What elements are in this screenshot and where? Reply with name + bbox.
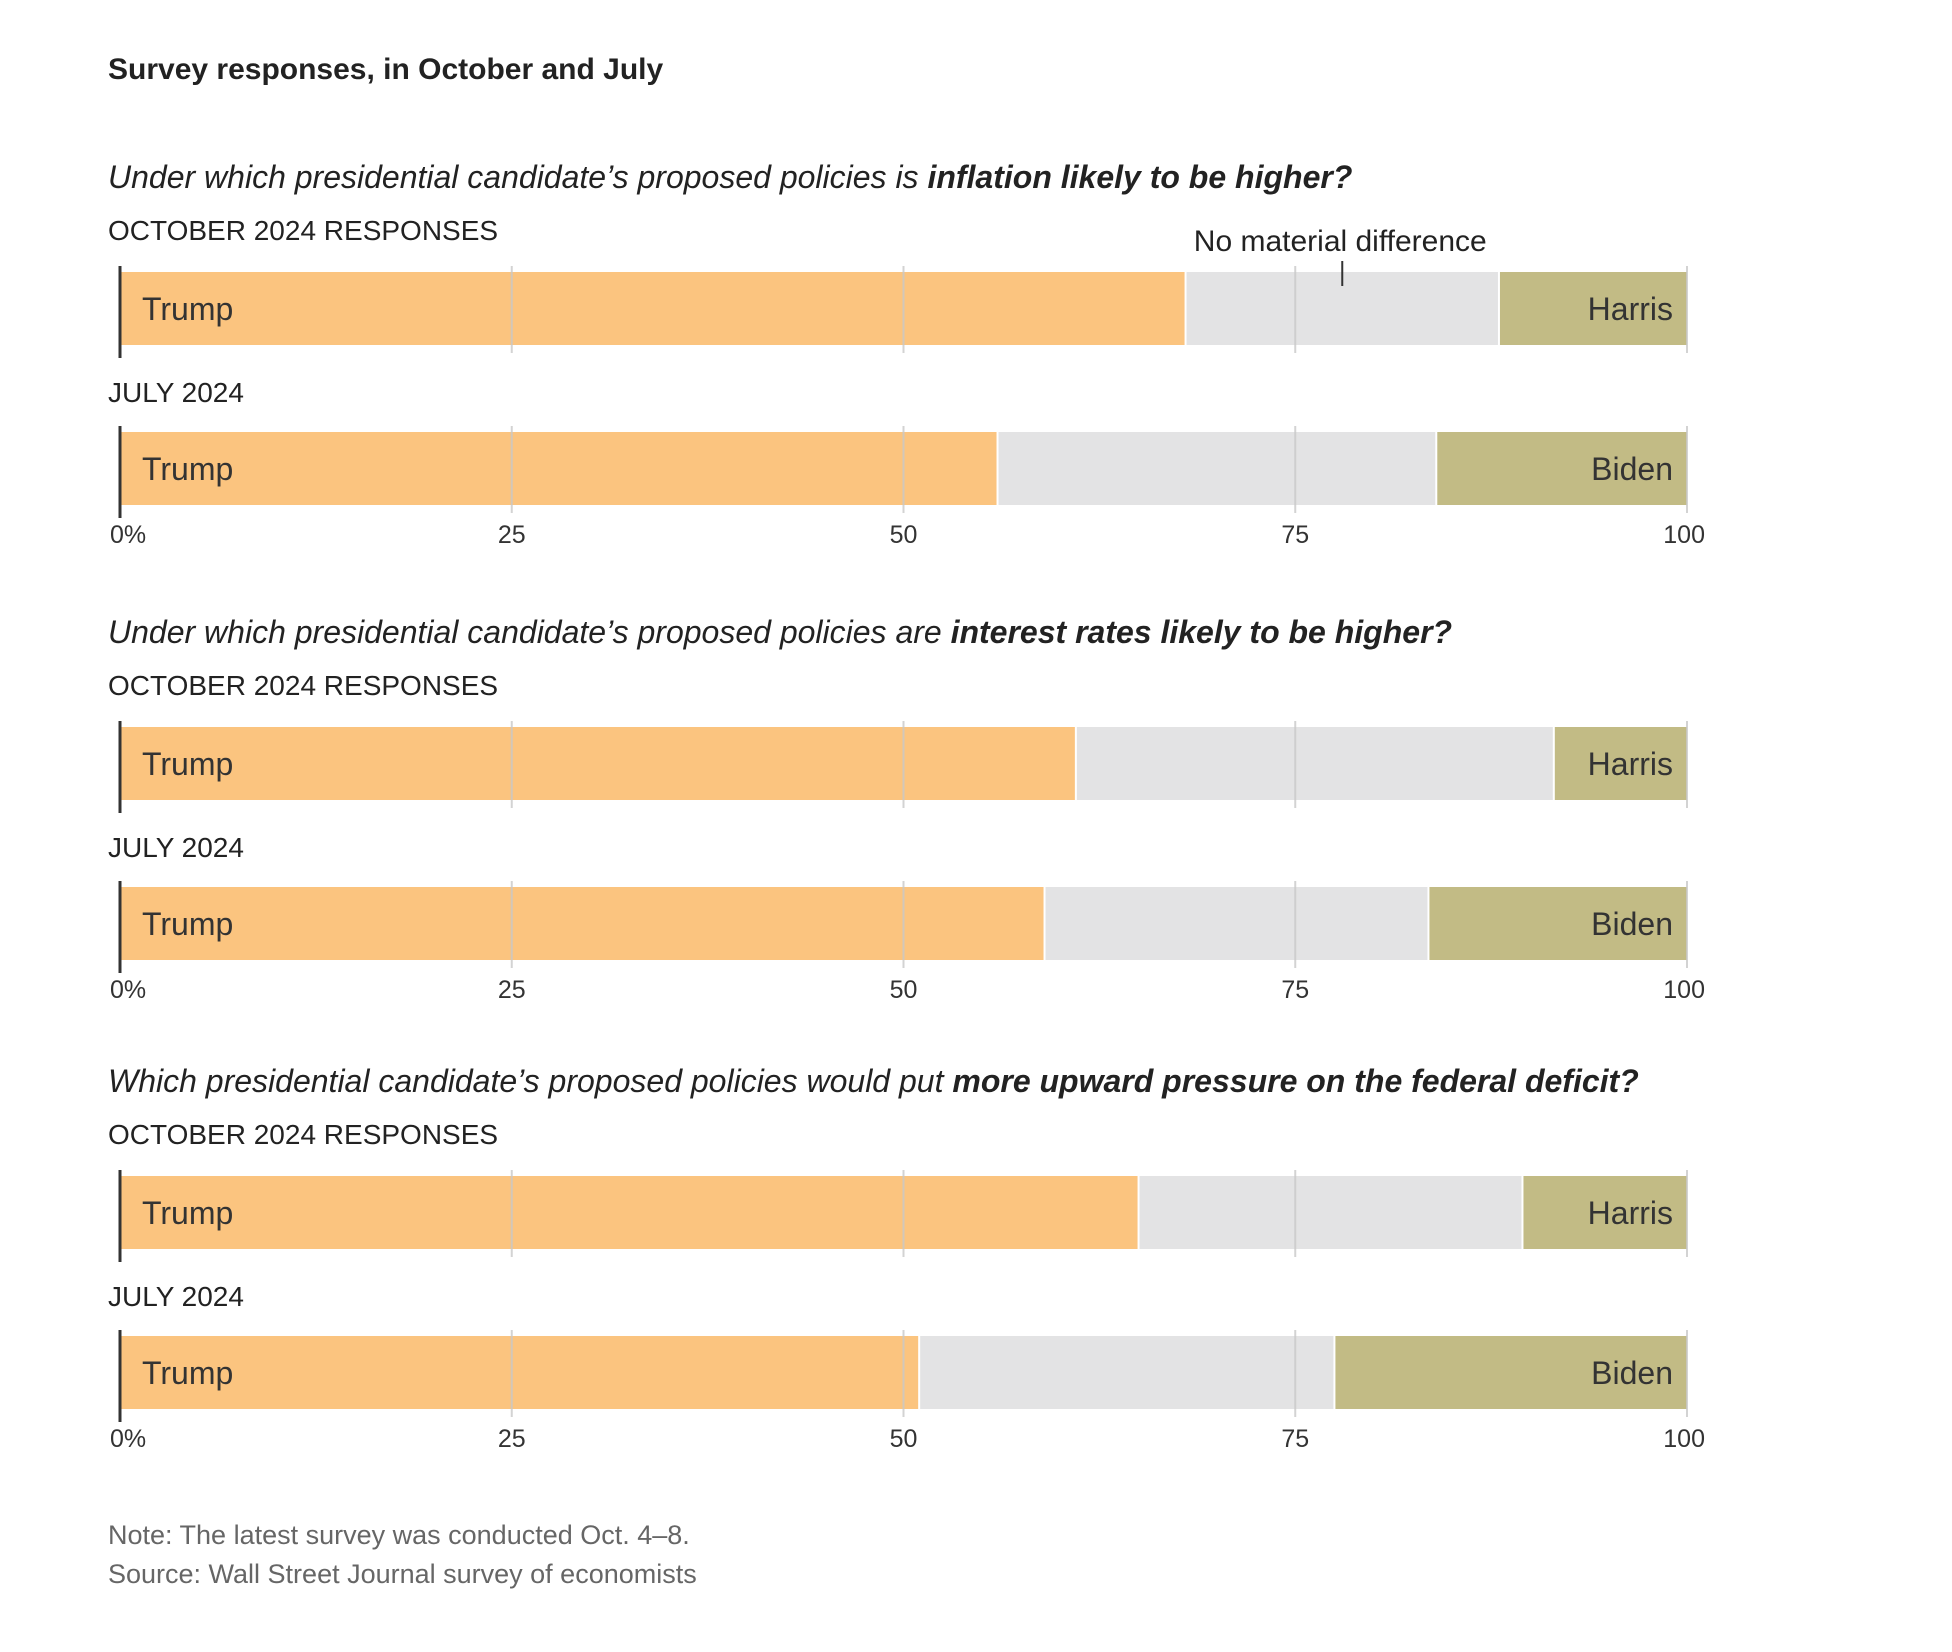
segment-label-trump: Trump [142, 906, 233, 942]
row-label: OCTOBER 2024 RESPONSES [108, 215, 498, 246]
row-label: JULY 2024 [108, 1281, 244, 1312]
segment-label-trump: Trump [142, 1195, 233, 1231]
segment-label-biden: Biden [1591, 451, 1673, 487]
segment-label-trump: Trump [142, 291, 233, 327]
panel-question: Which presidential candidate’s proposed … [108, 1063, 1639, 1099]
segment-label-harris: Harris [1588, 291, 1673, 327]
chart-note: Note: The latest survey was conducted Oc… [108, 1520, 690, 1550]
segment-label-trump: Trump [142, 746, 233, 782]
row-label: OCTOBER 2024 RESPONSES [108, 1119, 498, 1150]
bar-trump [120, 432, 998, 505]
x-tick-label: 100 [1663, 1425, 1705, 1453]
bar-biden [1428, 887, 1687, 960]
bar-trump [120, 727, 1076, 800]
x-tick-label: 75 [1281, 521, 1309, 549]
x-tick-label: 0% [110, 1425, 146, 1453]
bar-no-material-difference [1075, 727, 1554, 800]
panel-question: Under which presidential candidate’s pro… [108, 614, 1452, 650]
segment-label-trump: Trump [142, 451, 233, 487]
segment-label-biden: Biden [1591, 906, 1673, 942]
x-tick-label: 0% [110, 521, 146, 549]
row-label: JULY 2024 [108, 832, 244, 863]
x-tick-label: 75 [1281, 1425, 1309, 1453]
x-tick-label: 25 [498, 976, 526, 1004]
question-emphasis: more upward pressure on the federal defi… [952, 1063, 1638, 1099]
annotation-label: No material difference [1194, 225, 1487, 258]
bar-no-material-difference [919, 1336, 1335, 1409]
bar-no-material-difference [1138, 1176, 1523, 1249]
question-text: Under which presidential candidate’s pro… [108, 159, 927, 195]
bar-trump [120, 272, 1186, 345]
x-tick-label: 100 [1663, 976, 1705, 1004]
question-emphasis: interest rates likely to be higher? [951, 614, 1452, 650]
x-tick-label: 25 [498, 521, 526, 549]
x-tick-label: 50 [890, 976, 918, 1004]
x-tick-label: 0% [110, 976, 146, 1004]
question-emphasis: inflation likely to be higher? [927, 159, 1352, 195]
chart-title: Survey responses, in October and July [108, 53, 664, 86]
chart-source: Source: Wall Street Journal survey of ec… [108, 1559, 697, 1589]
bar-no-material-difference [1044, 887, 1429, 960]
bar-trump [120, 1336, 920, 1409]
x-tick-label: 100 [1663, 521, 1705, 549]
bar-biden [1436, 432, 1687, 505]
x-tick-label: 50 [890, 1425, 918, 1453]
bar-trump [120, 887, 1045, 960]
bar-trump [120, 1176, 1139, 1249]
x-tick-label: 75 [1281, 976, 1309, 1004]
panel-question: Under which presidential candidate’s pro… [108, 159, 1352, 195]
bar-biden [1334, 1336, 1687, 1409]
row-label: JULY 2024 [108, 377, 244, 408]
question-text: Under which presidential candidate’s pro… [108, 614, 951, 650]
question-text: Which presidential candidate’s proposed … [108, 1063, 952, 1099]
bar-harris [1498, 272, 1687, 345]
bar-harris [1553, 727, 1687, 800]
segment-label-trump: Trump [142, 1355, 233, 1391]
row-label: OCTOBER 2024 RESPONSES [108, 670, 498, 701]
segment-label-harris: Harris [1588, 1195, 1673, 1231]
segment-label-biden: Biden [1591, 1355, 1673, 1391]
x-tick-label: 25 [498, 1425, 526, 1453]
bar-no-material-difference [997, 432, 1437, 505]
segment-label-harris: Harris [1588, 746, 1673, 782]
chart-panels: Under which presidential candidate’s pro… [108, 159, 1705, 1453]
x-tick-label: 50 [890, 521, 918, 549]
bar-harris [1522, 1176, 1687, 1249]
